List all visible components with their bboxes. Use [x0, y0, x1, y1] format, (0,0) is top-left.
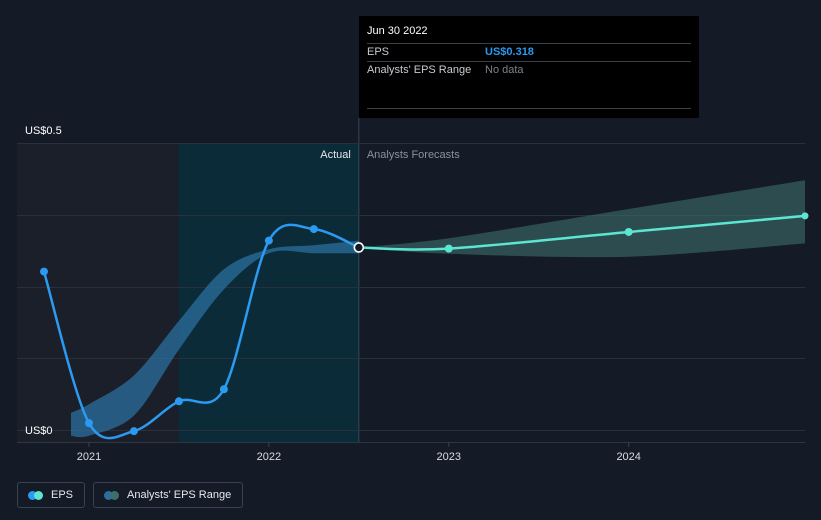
eps-tooltip: Jun 30 2022 EPS US$0.318 Analysts' EPS R…: [359, 16, 699, 118]
eps-point-2: [129, 427, 138, 436]
y-tick-label-min: US$0: [25, 425, 53, 437]
eps-range-bands: [71, 180, 805, 438]
legend-eps-button[interactable]: EPS: [17, 482, 86, 508]
legend-range-button[interactable]: Analysts' EPS Range: [93, 482, 244, 508]
eps-legend-icon: [28, 490, 43, 500]
legend-eps-label: EPS: [51, 489, 74, 501]
tooltip-eps-row: EPS US$0.318: [367, 44, 691, 62]
region-label-actual: Actual: [320, 149, 351, 161]
eps-forecast-line: [357, 214, 807, 251]
forecast-point-1: [444, 244, 453, 253]
x-tick-label-2021: 2021: [77, 451, 101, 463]
y-tick-label-max: US$0.5: [25, 125, 62, 137]
tooltip-eps-label: EPS: [367, 46, 390, 58]
current-eps-marker: [353, 242, 365, 253]
x-tick-label-2023: 2023: [437, 451, 461, 463]
tooltip-divider: [367, 108, 691, 109]
eps-point-1: [84, 419, 93, 428]
eps-point-6: [309, 225, 318, 234]
eps-point-0: [39, 267, 48, 276]
forecast-point-2: [624, 227, 633, 236]
tooltip-range-row: Analysts' EPS Range No data: [367, 62, 691, 104]
forecast-point-3: [801, 212, 809, 220]
chart-legend: EPS Analysts' EPS Range: [17, 482, 244, 508]
legend-range-label: Analysts' EPS Range: [127, 489, 232, 501]
chart-background-layer: [17, 118, 360, 442]
eps-range-band-actual: [71, 240, 359, 438]
tooltip-eps-value: US$0.318: [485, 46, 534, 58]
tooltip-date: Jun 30 2022: [367, 24, 691, 44]
gridlines: [17, 143, 805, 443]
eps-range-band-forecast: [358, 180, 805, 258]
tooltip-range-label: Analysts' EPS Range: [367, 64, 472, 76]
x-tick-label-2022: 2022: [257, 451, 281, 463]
eps-point-3: [174, 397, 183, 406]
eps-series-points: [39, 212, 809, 436]
eps-point-5: [264, 236, 273, 245]
eps-point-4: [219, 385, 228, 394]
region-label-forecast: Analysts Forecasts: [367, 149, 460, 161]
range-legend-icon: [104, 490, 120, 500]
x-tick-label-2024: 2024: [616, 451, 640, 463]
axis-labels: US$0 US$0.5 Actual Analysts Forecasts 2021 20…: [25, 125, 641, 463]
tooltip-range-value: No data: [485, 64, 524, 76]
